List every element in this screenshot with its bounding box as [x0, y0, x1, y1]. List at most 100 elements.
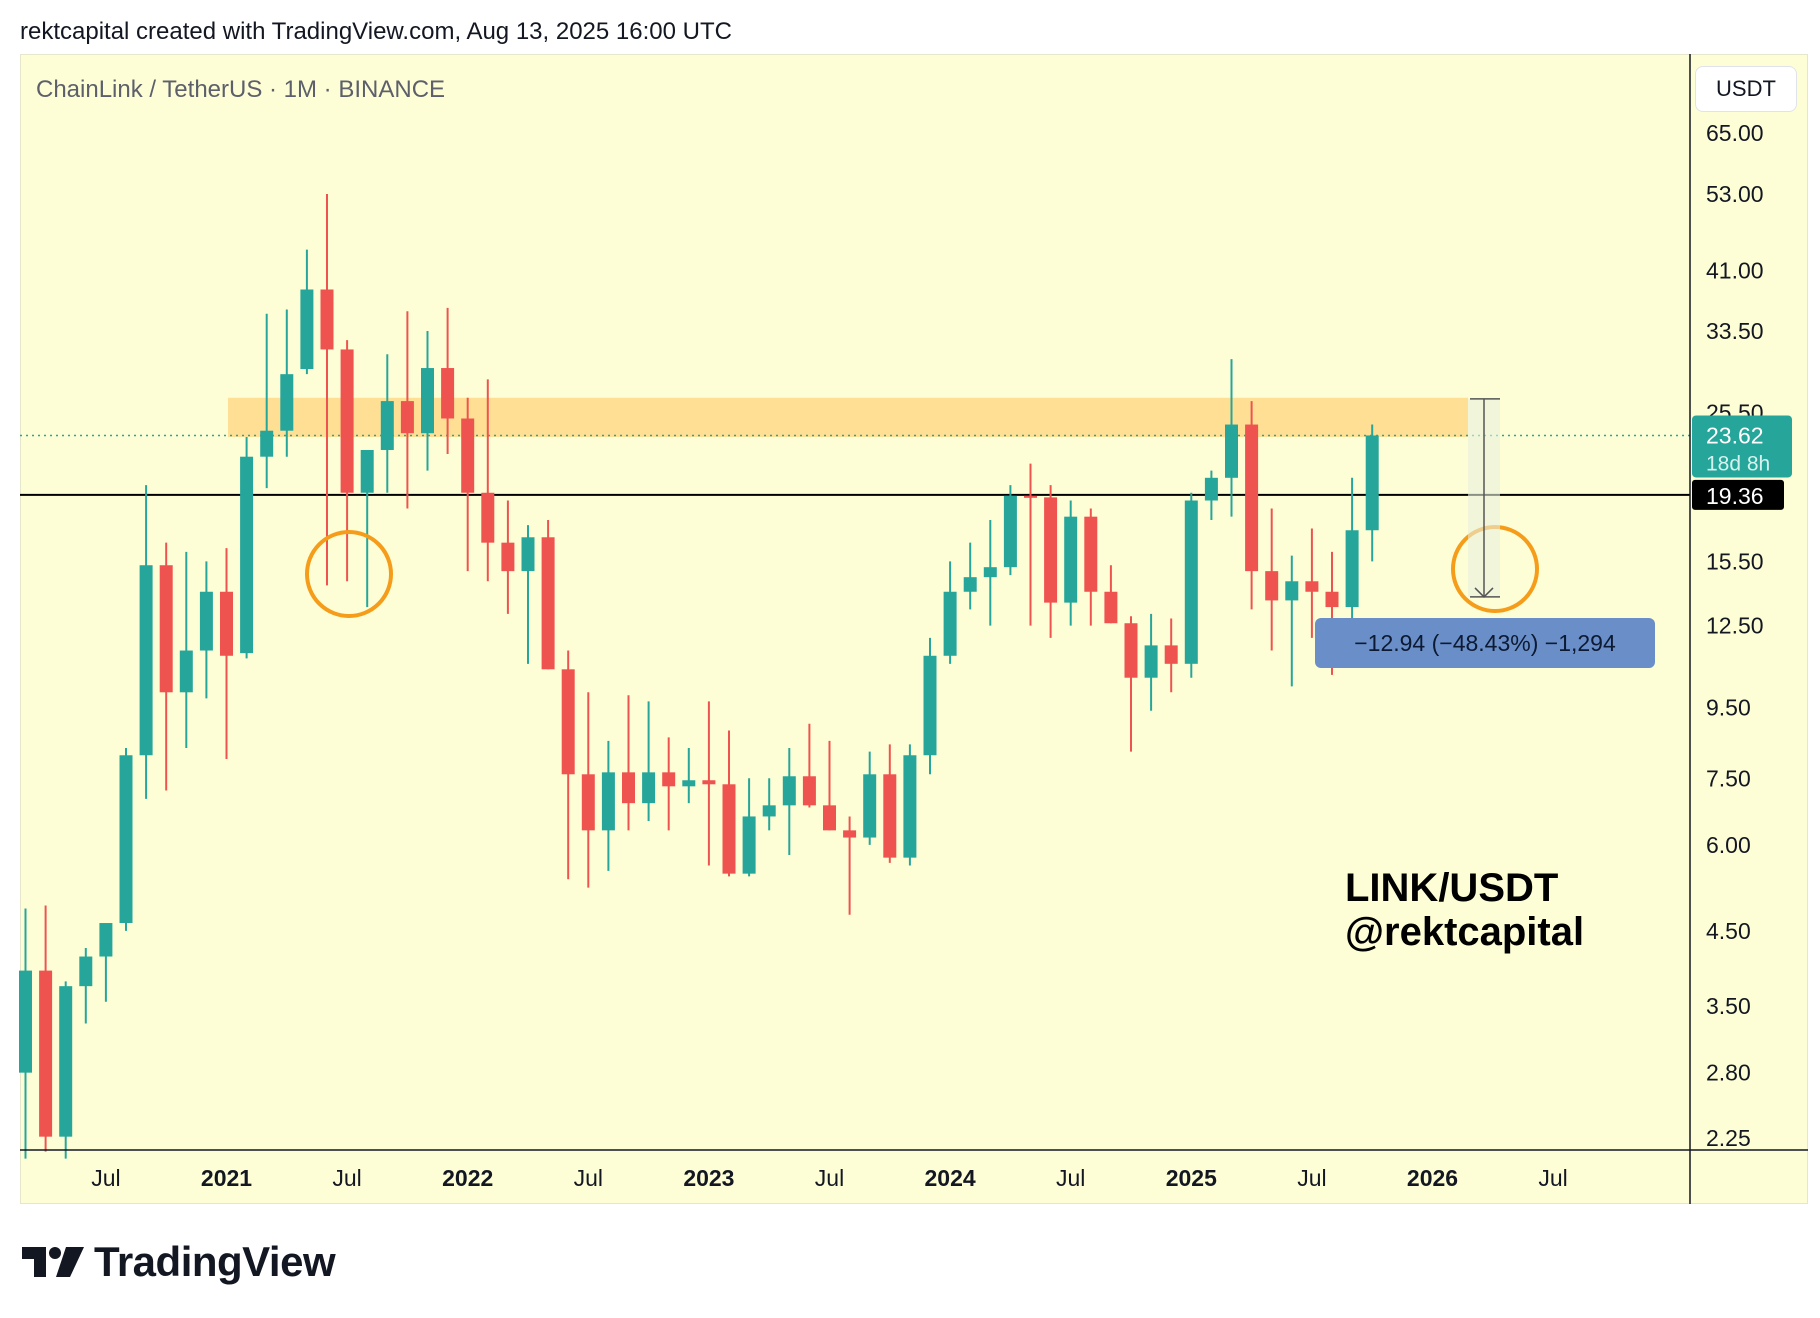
axes-layer: 65.0053.0041.0033.5025.5015.5012.509.507…	[20, 54, 1808, 1204]
candle	[159, 542, 173, 791]
candle	[139, 485, 153, 799]
candle	[119, 747, 133, 931]
candle	[1285, 555, 1299, 687]
candle-body	[300, 289, 314, 370]
candle-body	[923, 655, 937, 756]
price-tick-label: 41.00	[1706, 258, 1764, 284]
time-tick-label: 2022	[442, 1165, 493, 1191]
time-tick-label: Jul	[1538, 1165, 1567, 1191]
candle	[943, 561, 957, 664]
candle	[863, 751, 877, 845]
candle	[59, 981, 73, 1159]
candle-body	[400, 401, 414, 434]
candle-body	[963, 577, 977, 592]
candle-body	[642, 772, 656, 804]
symbol-info: ChainLink / TetherUS · 1M · BINANCE	[36, 76, 446, 103]
time-tick-label: Jul	[574, 1165, 603, 1191]
candle-body	[159, 565, 173, 693]
time-tick-label: Jul	[1297, 1165, 1326, 1191]
candle-body	[561, 669, 575, 775]
currency-unit-button[interactable]: USDT	[1695, 66, 1797, 112]
candle-body	[441, 368, 455, 419]
candle	[179, 551, 193, 748]
candle	[1104, 565, 1118, 624]
candle	[1024, 463, 1037, 626]
time-tick-label: 2026	[1407, 1165, 1458, 1191]
candle-body	[340, 349, 354, 493]
time-tick-label: 2024	[925, 1165, 976, 1191]
measure-label-box	[1315, 618, 1655, 668]
candle	[220, 548, 233, 759]
candle-body	[622, 772, 635, 804]
candle	[883, 744, 897, 863]
level-price-value: 19.36	[1706, 483, 1764, 509]
candle	[1124, 616, 1138, 752]
candle	[1184, 492, 1198, 678]
resistance-zone	[228, 397, 1468, 437]
candle	[441, 307, 455, 454]
price-tick-label: 9.50	[1706, 695, 1751, 721]
tradingview-wordmark: TradingView	[94, 1238, 336, 1285]
candle-body	[1104, 591, 1118, 624]
candle-body	[461, 418, 475, 493]
candle	[1225, 359, 1238, 517]
candle	[1305, 528, 1319, 638]
candle	[702, 701, 716, 866]
candle-body	[883, 774, 897, 858]
candle-body	[983, 567, 997, 578]
candle-body	[179, 650, 193, 693]
candle	[320, 193, 334, 586]
candle-body	[220, 591, 233, 656]
candle	[541, 520, 555, 670]
candle	[199, 561, 213, 699]
candle-body	[1084, 516, 1098, 592]
candle-body	[1245, 424, 1259, 572]
candle	[581, 692, 595, 888]
time-tick-label: 2023	[683, 1165, 734, 1191]
candle-body	[119, 755, 133, 924]
candle	[39, 905, 53, 1152]
candle	[1164, 618, 1178, 693]
candle	[1044, 485, 1058, 638]
price-tick-label: 12.50	[1706, 613, 1764, 639]
candle	[722, 730, 736, 877]
candle	[1144, 613, 1158, 711]
candle	[1204, 470, 1218, 521]
candle-body	[843, 830, 857, 838]
price-tick-label: 65.00	[1706, 120, 1764, 146]
price-tick-label: 2.25	[1706, 1125, 1751, 1151]
candle-body	[1184, 500, 1198, 664]
resistance-zone-layer	[228, 397, 1468, 437]
candle	[400, 311, 414, 509]
candle	[843, 816, 857, 915]
candle-body	[79, 956, 93, 987]
level-price-tag	[1692, 479, 1784, 510]
candle	[782, 747, 796, 856]
price-tick-label: 6.00	[1706, 832, 1751, 858]
candle-body	[1164, 645, 1178, 664]
candle-body	[581, 774, 595, 831]
candle	[682, 747, 696, 804]
candle-body	[702, 780, 716, 785]
bar-countdown: 18d 8h	[1706, 452, 1770, 475]
candle-body	[139, 565, 153, 756]
candle	[963, 542, 977, 610]
candle	[762, 778, 776, 831]
tradingview-brand[interactable]: TradingView	[22, 1238, 336, 1286]
candle	[802, 723, 816, 808]
candle-body	[782, 776, 796, 806]
candle-body	[501, 542, 515, 572]
candle	[280, 309, 294, 457]
candle-body	[1024, 495, 1037, 498]
candle-body	[541, 537, 555, 670]
candle	[1265, 508, 1279, 651]
candle	[561, 650, 575, 880]
candle-body	[19, 970, 32, 1073]
candle	[300, 249, 314, 375]
reference-lines-layer	[20, 434, 1690, 496]
time-tick-label: Jul	[91, 1165, 120, 1191]
time-tick-label: Jul	[332, 1165, 361, 1191]
time-tick-label: Jul	[815, 1165, 844, 1191]
measure-label: −12.94 (−48.43%) −1,294	[1354, 630, 1616, 656]
